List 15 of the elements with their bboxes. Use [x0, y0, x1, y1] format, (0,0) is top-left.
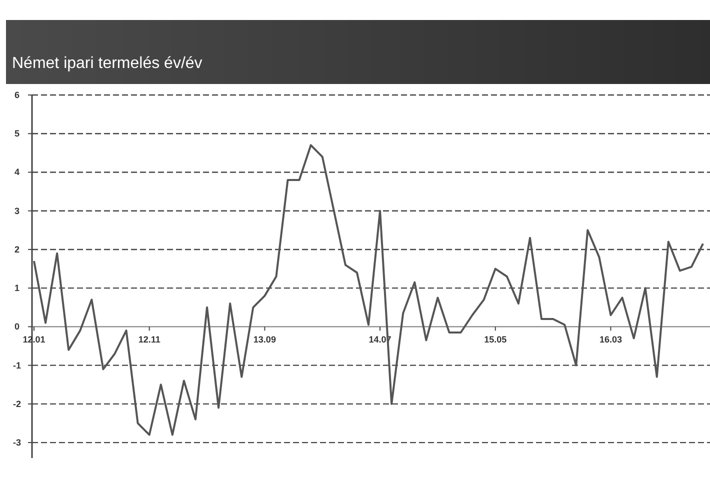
x-tick-label: 15.05: [484, 334, 507, 345]
y-tick-label: 5: [14, 128, 20, 139]
y-tick-label: 4: [14, 167, 20, 178]
y-tick-label: -3: [12, 438, 22, 448]
x-tick-label: 13.09: [253, 334, 276, 345]
x-tick-label: 16.03: [599, 334, 622, 345]
y-tick-label: 3: [14, 206, 20, 216]
y-tick-label: 1: [14, 283, 20, 294]
x-tick-label: 12.11: [138, 334, 160, 345]
y-tick-label: 0: [14, 322, 20, 332]
chart-title: Német ipari termelés év/év: [12, 55, 202, 72]
y-tick-label: 2: [14, 244, 20, 254]
y-tick-label: -2: [12, 398, 22, 409]
y-tick-label: 6: [14, 90, 20, 100]
y-tick-label: -1: [12, 360, 22, 370]
